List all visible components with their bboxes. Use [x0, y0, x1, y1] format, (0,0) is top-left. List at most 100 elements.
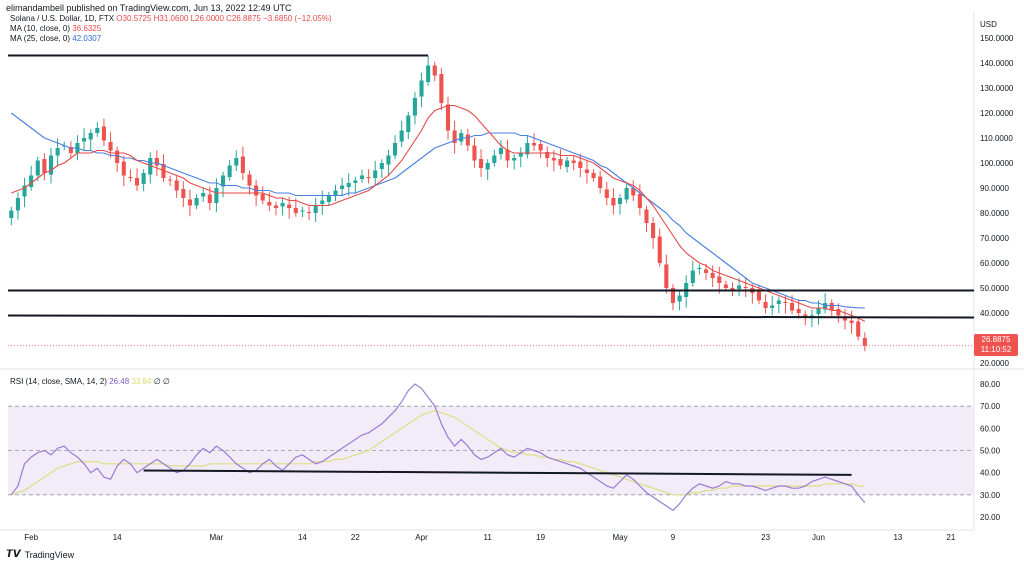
candle-body [598, 176, 603, 188]
price-tick-label: 80.0000 [980, 209, 1009, 218]
candle-body [108, 142, 113, 151]
candle-body [115, 150, 120, 163]
candle-body [373, 170, 378, 178]
candle-body [227, 165, 232, 177]
candle-body [472, 145, 477, 161]
tradingview-logo-text[interactable]: TradingView [24, 549, 75, 560]
candle-body [22, 185, 27, 197]
candle-body [611, 198, 616, 206]
rsi-tick-label: 80.00 [980, 380, 1001, 389]
candle-body [419, 80, 424, 97]
price-tick-label: 130.0000 [980, 84, 1014, 93]
candle-body [445, 104, 451, 131]
candle-body [399, 130, 404, 142]
candle-body [9, 210, 14, 218]
time-tick-label: Mar [210, 533, 224, 542]
price-tick-label: 150.0000 [980, 34, 1014, 43]
candle-body [565, 160, 570, 167]
ma25-label: MA (25, close, 0) [10, 34, 71, 43]
candle-body [234, 158, 239, 166]
candle-body [95, 128, 100, 133]
candle-body [280, 203, 285, 207]
candle-body [68, 147, 73, 153]
price-tick-label: 40.0000 [980, 309, 1009, 318]
candle-body [293, 208, 298, 213]
candle-body [617, 198, 623, 204]
currency-label: USD [980, 20, 997, 29]
candle-body [459, 133, 464, 142]
candle-body [141, 173, 146, 184]
candle-body [551, 158, 556, 161]
candle-body [783, 302, 788, 303]
candle-body [856, 321, 861, 337]
candle-body [849, 320, 854, 323]
candle-body [379, 163, 384, 169]
price-tick-label: 20.0000 [980, 359, 1009, 368]
time-tick-label: May [612, 533, 627, 542]
candle-body [525, 143, 530, 155]
publish-info: elimandambell published on TradingView.c… [6, 3, 292, 13]
footer: 𝙏𝙑 TradingView [6, 549, 74, 560]
price-tick-label: 90.0000 [980, 184, 1009, 193]
candle-body [432, 65, 437, 76]
rsi-tick-label: 30.00 [980, 491, 1001, 500]
candle-body [703, 269, 709, 273]
candle-body [465, 134, 470, 146]
ma10-value: 36.6325 [72, 24, 102, 33]
candle-body [214, 188, 219, 203]
time-tick-label: 14 [298, 533, 307, 542]
candle-body [829, 303, 834, 311]
rsi-legend: RSI (14, close, SMA, 14, 2) 26.48 33.84 … [10, 377, 170, 386]
candle-body [101, 126, 106, 141]
candle-body [485, 163, 490, 170]
rsi-tick-label: 40.00 [980, 469, 1001, 478]
candle-body [789, 303, 795, 311]
time-tick-label: 13 [893, 533, 902, 542]
rsi-ma-line [11, 409, 865, 496]
candle-body [816, 308, 821, 314]
candle-body [154, 158, 159, 166]
candle-body [42, 159, 47, 173]
candle-body [624, 188, 629, 200]
candle-body [498, 148, 503, 154]
candle-body [770, 305, 775, 308]
candle-body [604, 189, 609, 198]
last-price-tag: 26.8875 11:10:52 [974, 334, 1018, 356]
candle-body [717, 276, 722, 283]
candle-body [220, 175, 226, 187]
candle-body [545, 152, 550, 158]
candle-body [29, 175, 34, 187]
candle-body [267, 202, 272, 206]
candle-body [346, 183, 351, 187]
candle-body [737, 285, 742, 289]
time-tick-label: 22 [351, 533, 360, 542]
candle-body [313, 205, 318, 213]
candle-body [756, 291, 762, 301]
ma10-line [11, 104, 866, 322]
time-tick-label: 23 [761, 533, 770, 542]
candle-body [174, 180, 179, 191]
time-tick-label: 21 [946, 533, 955, 542]
time-tick-label: Apr [415, 533, 428, 542]
symbol-label: Solana / U.S. Dollar, 1D, FTX [10, 14, 115, 23]
candle-body [690, 270, 695, 283]
rsi-line [10, 383, 866, 512]
price-tick-label: 120.0000 [980, 109, 1014, 118]
candle-body [306, 212, 312, 213]
price-legend: Solana / U.S. Dollar, 1D, FTX O30.5725 H… [10, 14, 332, 44]
candle-body [201, 193, 206, 197]
time-tick-label: Jun [812, 533, 825, 542]
candle-body [558, 159, 563, 166]
candle-body [320, 200, 325, 204]
rsi-ma-value: 33.84 [131, 377, 152, 386]
rsi-label: RSI (14, close, SMA, 14, 2) [10, 377, 107, 386]
tradingview-logo-icon[interactable]: 𝙏𝙑 [6, 549, 21, 560]
time-tick-label: 14 [113, 533, 122, 542]
candle-body [168, 179, 173, 181]
candle-body [359, 175, 365, 179]
candle-body [842, 317, 848, 321]
candle-body [664, 264, 669, 288]
rsi-value: 26.48 [109, 377, 130, 386]
bar-countdown: 11:10:52 [980, 345, 1012, 354]
